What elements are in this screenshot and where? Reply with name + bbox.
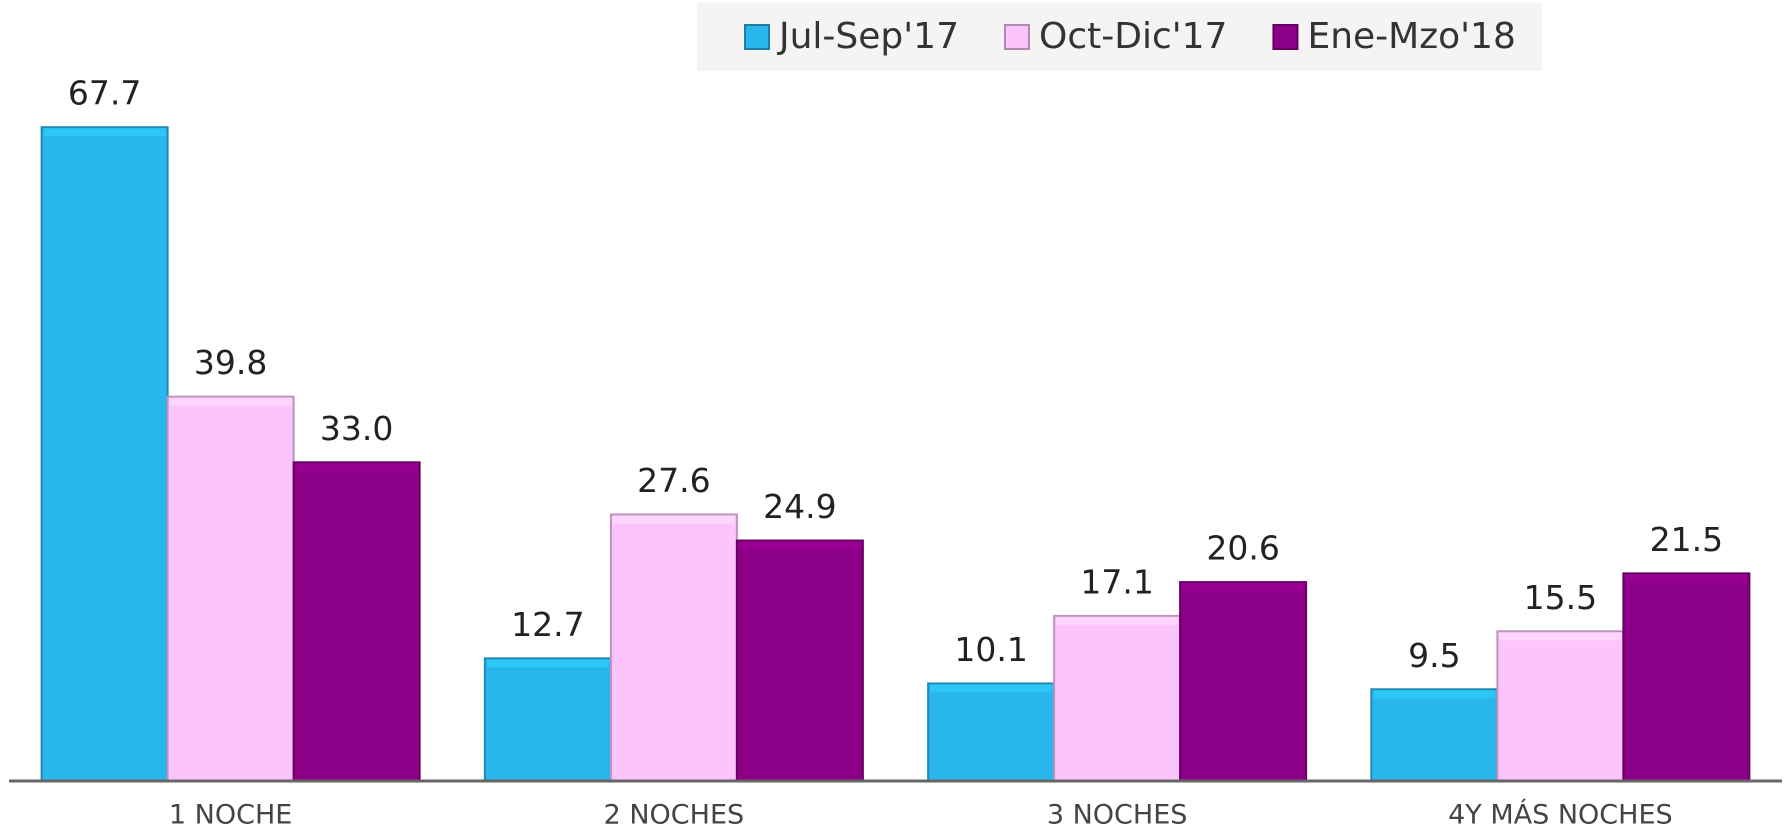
x-tick-label: 3 NOCHES: [1047, 800, 1188, 831]
bar: [927, 682, 1056, 782]
data-label: 15.5: [1524, 578, 1597, 617]
legend-label: Oct-Dic'17: [1039, 16, 1227, 57]
bar-bevel: [738, 541, 861, 550]
legend-swatch: [1272, 24, 1299, 50]
bar-bevel: [1056, 616, 1179, 625]
data-label: 9.5: [1408, 636, 1460, 675]
legend-box: [697, 3, 1542, 71]
data-label: 39.8: [194, 343, 267, 382]
bar: [1496, 630, 1625, 782]
data-label: 12.7: [511, 605, 584, 644]
legend-label: Jul-Sep'17: [777, 16, 959, 57]
x-tick-label: 1 NOCHE: [169, 800, 292, 831]
data-label: 33.0: [320, 409, 393, 448]
bar-bevel: [1373, 690, 1496, 699]
bar-bevel: [1625, 574, 1748, 583]
bar: [292, 461, 421, 782]
legend-label: Ene-Mzo'18: [1307, 16, 1515, 57]
legend-swatch: [744, 24, 770, 50]
data-label: 21.5: [1650, 520, 1723, 559]
bar: [735, 539, 864, 783]
data-label: 17.1: [1080, 562, 1153, 601]
bar: [1370, 688, 1499, 782]
x-tick-label: 4Y MÁS NOCHES: [1448, 799, 1673, 831]
x-tick-label: 2 NOCHES: [604, 800, 745, 831]
bar-bevel: [1182, 583, 1305, 592]
data-label: 27.6: [637, 461, 710, 500]
data-label: 24.9: [763, 487, 836, 526]
data-label: 10.1: [954, 630, 1027, 669]
bar: [166, 395, 295, 782]
bar-bevel: [930, 684, 1053, 693]
bar-bevel: [1499, 632, 1622, 641]
bar-bevel: [486, 659, 609, 668]
bar-bevel: [295, 463, 418, 472]
bar: [1179, 581, 1308, 783]
data-label: 20.6: [1206, 529, 1279, 568]
bar-bevel: [612, 515, 735, 524]
data-label: 67.7: [68, 74, 141, 113]
bar: [483, 657, 612, 783]
bar: [609, 513, 738, 782]
bar-bevel: [43, 128, 166, 137]
bar: [1622, 572, 1751, 782]
bar-bevel: [169, 397, 292, 406]
bar: [40, 126, 169, 782]
legend-swatch: [1003, 24, 1030, 50]
bar: [1053, 614, 1182, 782]
